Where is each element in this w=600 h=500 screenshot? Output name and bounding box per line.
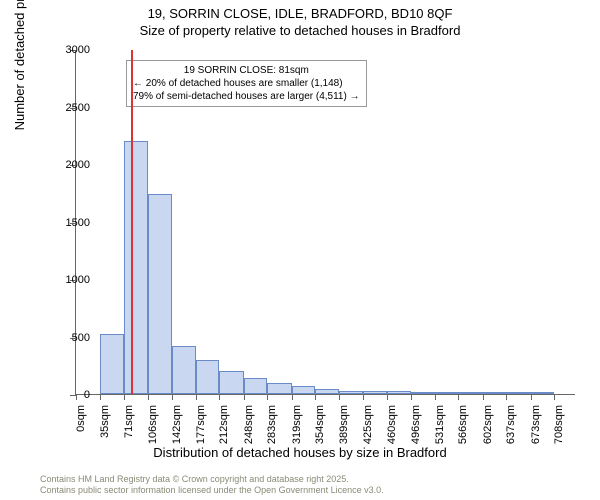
y-axis-label: Number of detached properties	[12, 0, 27, 130]
x-tick-label: 708sqm	[553, 405, 565, 445]
histogram-bar	[219, 371, 243, 394]
x-tick	[172, 394, 173, 400]
x-tick	[411, 394, 412, 400]
x-tick-label: 106sqm	[147, 405, 159, 445]
x-tick-label: 0sqm	[75, 405, 87, 445]
x-tick-label: 460sqm	[386, 405, 398, 445]
histogram-bar	[483, 392, 507, 394]
footer-line-1: Contains HM Land Registry data © Crown c…	[40, 474, 384, 485]
x-tick	[339, 394, 340, 400]
histogram-bar	[292, 386, 316, 394]
x-axis-label: Distribution of detached houses by size …	[0, 445, 600, 460]
histogram-plot: 19 SORRIN CLOSE: 81sqm ← 20% of detached…	[75, 50, 575, 395]
x-tick-label: 566sqm	[457, 405, 469, 445]
histogram-bar	[172, 346, 196, 394]
x-tick-label: 602sqm	[482, 405, 494, 445]
histogram-bar	[411, 392, 435, 394]
y-tick-label: 2000	[66, 159, 90, 171]
histogram-bar	[267, 383, 291, 394]
y-tick-label: 0	[84, 389, 90, 401]
x-tick	[363, 394, 364, 400]
footer-text: Contains HM Land Registry data © Crown c…	[40, 474, 384, 496]
title-line-1: 19, SORRIN CLOSE, IDLE, BRADFORD, BD10 8…	[0, 6, 600, 23]
x-tick	[387, 394, 388, 400]
histogram-bar	[124, 141, 148, 394]
x-tick-label: 212sqm	[218, 405, 230, 445]
x-tick	[292, 394, 293, 400]
x-tick	[244, 394, 245, 400]
x-tick	[506, 394, 507, 400]
annotation-line-1: ← 20% of detached houses are smaller (1,…	[133, 77, 360, 90]
x-tick-label: 283sqm	[266, 405, 278, 445]
x-tick	[458, 394, 459, 400]
chart-title: 19, SORRIN CLOSE, IDLE, BRADFORD, BD10 8…	[0, 0, 600, 40]
x-tick	[531, 394, 532, 400]
y-tick-label: 1000	[66, 274, 90, 286]
x-tick	[315, 394, 316, 400]
x-tick-label: 425sqm	[362, 405, 374, 445]
x-tick	[219, 394, 220, 400]
x-tick-label: 177sqm	[195, 405, 207, 445]
x-tick-label: 531sqm	[434, 405, 446, 445]
y-tick-label: 1500	[66, 217, 90, 229]
footer-line-2: Contains public sector information licen…	[40, 485, 384, 496]
x-tick	[148, 394, 149, 400]
histogram-bar	[458, 392, 482, 394]
x-tick	[435, 394, 436, 400]
y-tick-label: 3000	[66, 44, 90, 56]
histogram-bar	[100, 334, 124, 394]
title-line-2: Size of property relative to detached ho…	[0, 23, 600, 40]
x-tick	[554, 394, 555, 400]
histogram-bar	[387, 391, 411, 394]
x-tick-label: 637sqm	[505, 405, 517, 445]
x-tick-label: 673sqm	[530, 405, 542, 445]
histogram-bar	[435, 392, 459, 394]
x-tick-label: 248sqm	[243, 405, 255, 445]
x-tick-label: 71sqm	[123, 405, 135, 445]
x-tick	[196, 394, 197, 400]
histogram-bar	[339, 391, 363, 394]
histogram-bar	[363, 391, 387, 394]
x-tick	[100, 394, 101, 400]
x-tick-label: 319sqm	[291, 405, 303, 445]
x-tick-label: 142sqm	[171, 405, 183, 445]
annotation-header: 19 SORRIN CLOSE: 81sqm	[133, 64, 360, 77]
x-tick-label: 35sqm	[99, 405, 111, 445]
annotation-box: 19 SORRIN CLOSE: 81sqm ← 20% of detached…	[126, 60, 367, 107]
x-tick-label: 496sqm	[410, 405, 422, 445]
x-tick-label: 354sqm	[314, 405, 326, 445]
histogram-bar	[531, 392, 555, 394]
y-tick-label: 500	[72, 332, 90, 344]
property-marker-line	[131, 50, 133, 394]
x-tick	[267, 394, 268, 400]
x-tick	[76, 394, 77, 400]
y-tick-label: 2500	[66, 102, 90, 114]
x-tick-label: 389sqm	[338, 405, 350, 445]
histogram-bar	[506, 392, 530, 394]
histogram-bar	[244, 378, 268, 394]
histogram-bar	[148, 194, 172, 394]
histogram-bar	[196, 360, 220, 394]
histogram-bar	[315, 389, 339, 394]
x-tick	[124, 394, 125, 400]
x-tick	[483, 394, 484, 400]
annotation-line-2: 79% of semi-detached houses are larger (…	[133, 90, 360, 103]
